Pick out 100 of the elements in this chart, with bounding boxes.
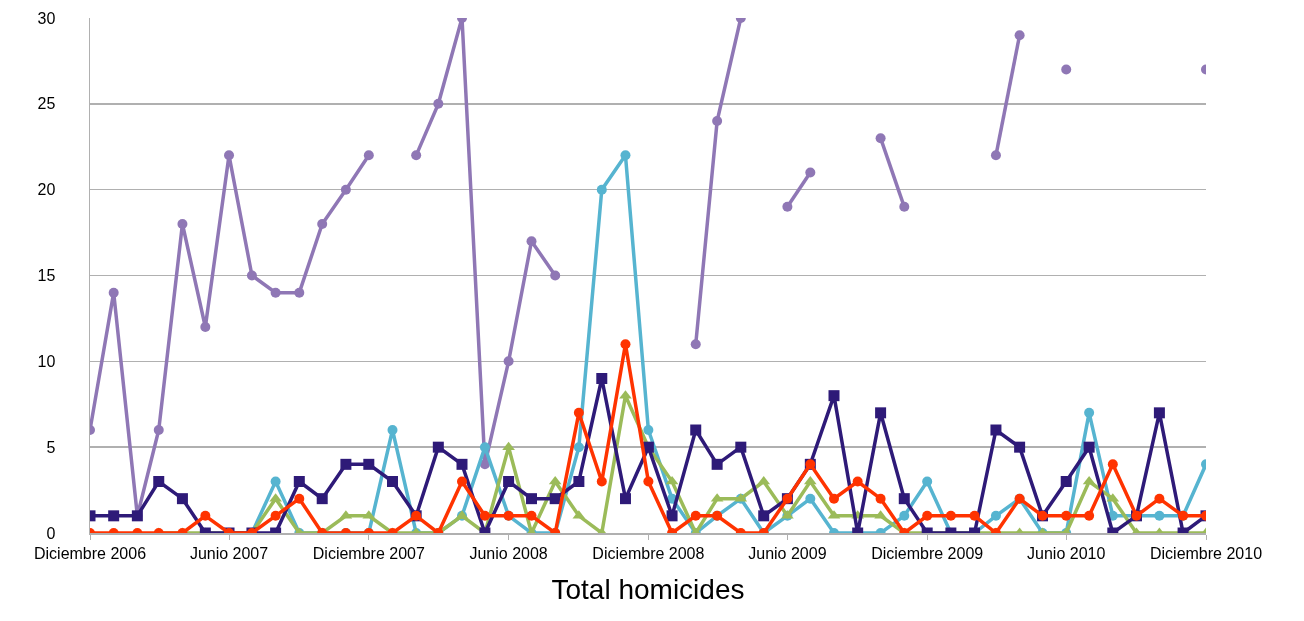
point: [526, 236, 537, 247]
point: [153, 425, 164, 435]
point: [526, 510, 537, 521]
point: [596, 184, 607, 195]
point: [176, 493, 188, 505]
point: [573, 407, 584, 418]
point: [875, 493, 886, 504]
y-tick-label: 15: [37, 267, 56, 285]
point: [270, 510, 281, 521]
x-axis-title: Total homicides: [551, 573, 745, 605]
point: [969, 510, 980, 521]
point: [1084, 407, 1095, 418]
point: [1107, 459, 1118, 470]
point: [433, 98, 444, 109]
point: [735, 441, 747, 453]
point: [945, 510, 956, 521]
point: [1014, 30, 1025, 41]
point: [875, 133, 886, 144]
point: [224, 150, 235, 161]
point: [1153, 407, 1165, 419]
y-tick-label: 0: [46, 524, 56, 542]
point: [596, 373, 608, 384]
x-tick-label: Diciembre 2009: [871, 544, 984, 562]
point: [805, 493, 816, 504]
point: [270, 476, 281, 487]
point: [711, 458, 723, 470]
x-tick-label: Junio 2010: [1027, 544, 1106, 562]
point: [573, 476, 585, 487]
point: [690, 424, 702, 436]
point: [550, 270, 561, 281]
point: [340, 458, 352, 470]
y-tick-label: 10: [37, 352, 56, 370]
point: [758, 510, 770, 522]
point: [1014, 441, 1026, 453]
point: [666, 510, 678, 522]
point: [456, 458, 468, 470]
point: [922, 476, 933, 487]
point: [1061, 510, 1072, 521]
point: [503, 356, 514, 367]
point: [108, 287, 119, 298]
point: [690, 510, 701, 521]
point: [457, 476, 467, 487]
point: [479, 510, 490, 521]
point: [620, 339, 631, 350]
point: [899, 510, 910, 521]
point: [643, 476, 654, 487]
point: [363, 458, 375, 470]
point: [1154, 493, 1165, 504]
point: [990, 510, 1001, 521]
point: [177, 219, 188, 229]
point: [340, 184, 351, 195]
point: [875, 407, 887, 419]
x-tick-label: Diciembre 2008: [592, 544, 705, 562]
point: [1154, 510, 1165, 521]
point: [898, 493, 910, 505]
point: [782, 201, 793, 212]
point: [1060, 476, 1072, 487]
point: [294, 287, 305, 298]
point: [200, 510, 211, 521]
point: [317, 219, 328, 229]
point: [1083, 441, 1095, 453]
point: [990, 424, 1002, 436]
y-tick-label: 25: [37, 95, 56, 113]
x-tick-label: Junio 2008: [469, 544, 548, 562]
point: [643, 425, 654, 435]
x-tick-label: Diciembre 2010: [1149, 544, 1263, 562]
point: [712, 116, 723, 126]
point: [153, 476, 165, 487]
x-tick-label: Junio 2007: [189, 544, 269, 562]
point: [1061, 64, 1072, 75]
point: [386, 476, 398, 487]
point: [363, 150, 374, 161]
point: [526, 493, 538, 505]
point: [293, 476, 305, 487]
point: [899, 201, 910, 212]
point: [573, 442, 584, 453]
point: [294, 493, 305, 504]
point: [200, 322, 211, 332]
point: [503, 476, 515, 487]
y-tick-label: 5: [46, 438, 56, 456]
point: [805, 167, 816, 178]
point: [246, 270, 257, 281]
point: [829, 493, 839, 504]
x-tick-label: Diciembre 2007: [312, 544, 425, 562]
point: [828, 390, 840, 402]
point: [411, 150, 422, 161]
point: [620, 150, 631, 161]
y-tick-label: 30: [37, 9, 56, 27]
point: [922, 510, 933, 521]
point: [387, 425, 398, 435]
point: [690, 339, 701, 350]
point: [549, 493, 561, 505]
point: [852, 476, 863, 487]
x-tick-label: Junio 2009: [748, 544, 827, 562]
point: [432, 441, 444, 453]
point: [990, 150, 1001, 161]
point: [619, 493, 631, 505]
point: [270, 287, 281, 298]
point: [596, 476, 607, 487]
point: [108, 510, 120, 522]
